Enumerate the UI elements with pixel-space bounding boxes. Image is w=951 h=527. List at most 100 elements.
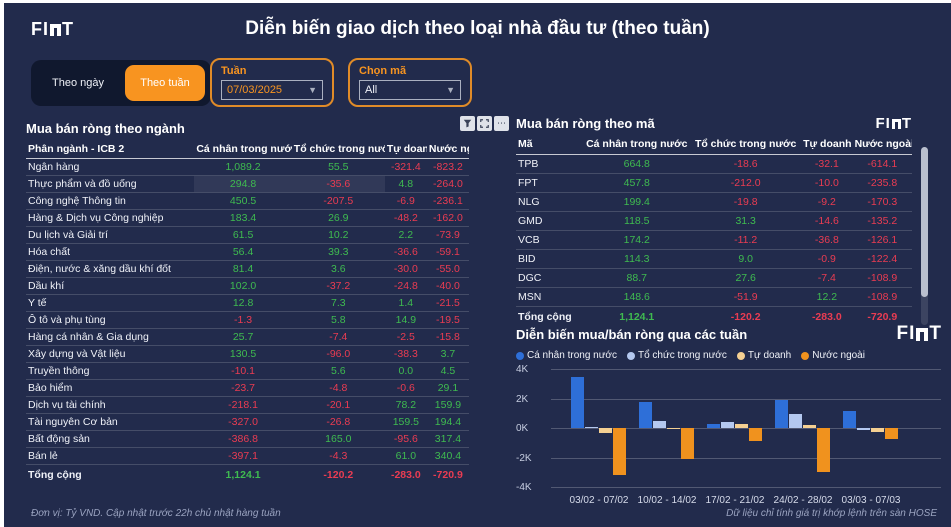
table-row[interactable]: FPT 457.8 -212.0 -10.0 -235.8	[516, 173, 912, 193]
value-cell: 31.3	[690, 211, 802, 231]
bar-tu-doanh[interactable]	[599, 428, 612, 433]
table-row[interactable]: Tài nguyên Cơ bản -327.0 -26.8 159.5 194.4	[26, 413, 469, 431]
toggle-theo-ngay[interactable]: Theo ngày	[52, 77, 104, 89]
value-cell: -327.0	[194, 413, 292, 431]
table-row[interactable]: NLG 199.4 -19.8 -9.2 -170.3	[516, 192, 912, 212]
table-row[interactable]: Hóa chất 56.4 39.3 -36.6 -59.1	[26, 243, 469, 261]
week-filter-label: Tuần	[221, 65, 247, 77]
chart-legend: Cá nhân trong nước Tổ chức trong nước Tự d…	[516, 350, 942, 361]
table-row[interactable]: VCB 174.2 -11.2 -36.8 -126.1	[516, 230, 912, 250]
bar-ca-nhan[interactable]	[775, 399, 788, 428]
scrollbar-thumb[interactable]	[921, 147, 928, 297]
value-cell: -11.2	[690, 230, 802, 250]
bar-tu-doanh[interactable]	[735, 424, 748, 428]
bar-to-chuc[interactable]	[721, 422, 734, 428]
week-filter-select[interactable]: 07/03/2025 ▼	[221, 80, 323, 100]
value-cell: -19.5	[426, 311, 469, 329]
table-row[interactable]: Truyền thông -10.1 5.6 0.0 4.5	[26, 362, 469, 380]
table-row[interactable]: Ô tô và phụ tùng -1.3 5.8 14.9 -19.5	[26, 311, 469, 329]
legend-item[interactable]: Nước ngoài	[801, 350, 865, 361]
chart-plot-area: 4K 2K 0K -2K -4K 03/02 - 07/02 10/02 - 14/02 1…	[516, 364, 942, 519]
table-row[interactable]: Bảo hiểm -23.7 -4.8 -0.6 29.1	[26, 379, 469, 397]
value-cell: 457.8	[583, 173, 691, 193]
column-header[interactable]: Cá nhân trong nước	[194, 140, 292, 159]
bar-to-chuc[interactable]	[585, 426, 598, 428]
total-label: Tổng cộng	[516, 306, 584, 327]
table-row[interactable]: BID 114.3 9.0 -0.9 -122.4	[516, 249, 912, 269]
focus-mode-icon[interactable]	[477, 116, 492, 131]
table-row[interactable]: Điện, nước & xăng dầu khí đốt 81.4 3.6 -30.…	[26, 260, 469, 278]
ticker-table-header: Mã Cá nhân trong nước Tổ chức trong nước Tự…	[516, 134, 912, 155]
column-header[interactable]: Cá nhân trong nước	[583, 134, 691, 155]
table-row[interactable]: Ngân hàng 1,089.2 55.5 -321.4 -823.2	[26, 158, 469, 176]
value-cell: -7.4	[801, 268, 853, 288]
value-cell: 159.5	[384, 413, 427, 431]
bar-nuoc-ngoai[interactable]	[613, 428, 626, 475]
ticker-table-title: Mua bán ròng theo mã	[516, 116, 655, 131]
column-header[interactable]: Tự doanh	[801, 134, 853, 155]
toggle-theo-tuan[interactable]: Theo tuần	[125, 65, 205, 101]
row-label: FPT	[516, 173, 584, 193]
ticker-filter-select[interactable]: All ▼	[359, 80, 461, 100]
legend-item[interactable]: Tự doanh	[736, 350, 791, 361]
bar-tu-doanh[interactable]	[871, 428, 884, 433]
table-row[interactable]: Du lịch và Giải trí 61.5 10.2 2.2 -73.9	[26, 226, 469, 244]
value-cell: 3.7	[426, 345, 469, 363]
value-cell: -73.9	[426, 226, 469, 244]
bar-ca-nhan[interactable]	[639, 402, 652, 428]
bar-tu-doanh[interactable]	[803, 425, 816, 428]
bar-ca-nhan[interactable]	[707, 424, 720, 428]
bar-ca-nhan[interactable]	[571, 377, 584, 428]
bar-to-chuc[interactable]	[789, 413, 802, 428]
table-row[interactable]: DGC 88.7 27.6 -7.4 -108.9	[516, 268, 912, 288]
table-row[interactable]: Xây dựng và Vật liệu 130.5 -96.0 -38.3 3.7	[26, 345, 469, 363]
filter-icon[interactable]	[460, 116, 475, 131]
bar-nuoc-ngoai[interactable]	[749, 428, 762, 441]
value-cell: -235.8	[852, 173, 912, 193]
column-header[interactable]: Nước ngoài▲	[852, 134, 912, 155]
bar-ca-nhan[interactable]	[843, 411, 856, 428]
column-header[interactable]: Tự doanh	[384, 140, 427, 159]
legend-item[interactable]: Cá nhân trong nước	[516, 350, 617, 361]
bar-tu-doanh[interactable]	[667, 428, 680, 429]
value-cell: 148.6	[583, 287, 691, 307]
table-row[interactable]: Dịch vụ tài chính -218.1 -20.1 78.2 159.9	[26, 396, 469, 414]
legend-item[interactable]: Tổ chức trong nước	[626, 350, 727, 361]
row-label: Bán lẻ	[26, 447, 195, 465]
table-row[interactable]: Thực phẩm và đồ uống 294.8 -35.6 4.8 -264.0	[26, 175, 469, 193]
column-header[interactable]: Tổ chức trong nước	[291, 140, 385, 159]
logo-text: T	[901, 115, 912, 132]
gridline	[551, 457, 941, 459]
value-cell: 12.2	[801, 287, 853, 307]
bar-nuoc-ngoai[interactable]	[817, 428, 830, 473]
table-row[interactable]: Dầu khí 102.0 -37.2 -24.8 -40.0	[26, 277, 469, 295]
column-header[interactable]: Mã	[516, 134, 584, 155]
total-value-cell: -120.2	[690, 306, 802, 327]
column-header[interactable]: Phân ngành - ICB 2	[26, 140, 195, 159]
value-cell: -21.5	[426, 294, 469, 312]
value-cell: -108.9	[852, 268, 912, 288]
table-row[interactable]: Hàng cá nhân & Gia dụng 25.7 -7.4 -2.5 -15.8	[26, 328, 469, 346]
bar-to-chuc[interactable]	[653, 421, 666, 428]
value-cell: 3.6	[291, 260, 385, 278]
column-header[interactable]: Tổ chức trong nước	[690, 134, 802, 155]
table-row[interactable]: Công nghệ Thông tin 450.5 -207.5 -6.9 -236.1	[26, 192, 469, 210]
table-row[interactable]: Hàng & Dịch vụ Công nghiệp 183.4 26.9 -48.2…	[26, 209, 469, 227]
more-options-icon[interactable]: ⋯	[494, 116, 509, 131]
column-header[interactable]: Nước ngoài	[426, 140, 469, 159]
bar-nuoc-ngoai[interactable]	[681, 428, 694, 459]
row-label: DGC	[516, 268, 584, 288]
bar-to-chuc[interactable]	[857, 428, 870, 430]
x-axis-label: 10/02 - 14/02	[637, 495, 697, 506]
row-label: Truyền thông	[26, 362, 195, 380]
table-row[interactable]: GMD 118.5 31.3 -14.6 -135.2	[516, 211, 912, 231]
table-row[interactable]: Bất động sản -386.8 165.0 -95.6 317.4	[26, 430, 469, 448]
value-cell: -95.6	[384, 430, 427, 448]
table-row[interactable]: MSN 148.6 -51.9 12.2 -108.9	[516, 287, 912, 307]
bar-nuoc-ngoai[interactable]	[885, 428, 898, 439]
table-row[interactable]: TPB 664.8 -18.6 -32.1 -614.1	[516, 154, 912, 174]
table-row[interactable]: Y tế 12.8 7.3 1.4 -21.5	[26, 294, 469, 312]
value-cell: -2.5	[384, 328, 427, 346]
value-cell: 61.5	[194, 226, 292, 244]
table-row[interactable]: Bán lẻ -397.1 -4.3 61.0 340.4	[26, 447, 469, 465]
